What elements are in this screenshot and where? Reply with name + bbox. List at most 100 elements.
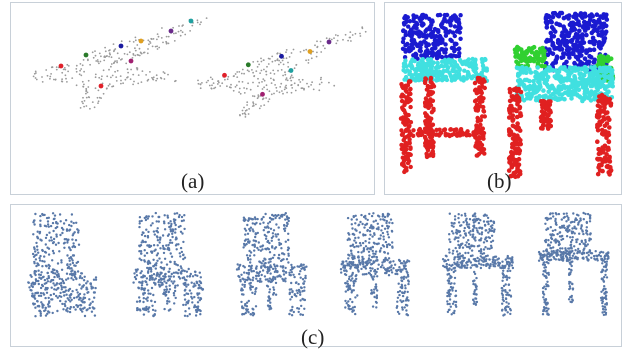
morph-seat-point: [37, 282, 40, 286]
morph-seat-point: [255, 267, 258, 270]
morph-seat-point: [266, 266, 269, 269]
morph-leg-point: [34, 306, 37, 309]
sparse-point: [312, 88, 315, 91]
morph-back-point: [70, 270, 73, 273]
morph-seat-point: [39, 273, 42, 277]
sparse-point: [274, 59, 277, 62]
morph-leg-point: [187, 307, 191, 310]
morph-leg-point: [187, 299, 190, 302]
morph-back-point: [278, 243, 281, 247]
morph-back-point: [179, 255, 182, 258]
morph-back-point: [253, 254, 256, 257]
morph-seat-point: [177, 268, 180, 272]
morph-back-point: [140, 258, 143, 262]
sparse-point: [75, 70, 78, 73]
morph-back-point: [73, 245, 77, 249]
chair-leg-point: [513, 147, 518, 152]
morph-seat-point: [28, 286, 31, 289]
morph-seat-point: [282, 269, 285, 272]
sparse-point: [149, 71, 151, 73]
chair-leg-point: [481, 104, 486, 110]
sparse-point: [252, 101, 255, 104]
chair-back-point: [410, 41, 415, 46]
morph-back-point: [173, 260, 176, 264]
sparse-point: [92, 56, 95, 59]
sparse-point: [266, 88, 269, 91]
morph-back-point: [40, 271, 43, 274]
panel-a: (a): [10, 2, 375, 195]
morph-back-point: [67, 246, 71, 249]
morph-leg-point: [44, 314, 48, 317]
chair-seat-point: [580, 98, 585, 104]
morph-back-point: [249, 258, 252, 261]
sparse-point: [241, 109, 244, 112]
morph-back-point: [64, 219, 68, 222]
chair-leg-point: [442, 127, 448, 132]
morph-leg-point: [290, 314, 294, 317]
morph-leg-point: [183, 289, 187, 292]
sparse-point: [295, 64, 298, 66]
morph-back-point: [254, 232, 257, 235]
sparse-point: [111, 74, 114, 77]
sparse-point: [181, 31, 184, 34]
chair-back-point: [454, 29, 460, 34]
morph-seat-point: [83, 275, 86, 278]
sparse-point: [85, 105, 88, 107]
morph-back-point: [176, 264, 179, 267]
morph-back-point: [178, 252, 181, 255]
morph-leg-point: [74, 308, 77, 311]
morph-leg-point: [291, 305, 294, 309]
sparse-point: [258, 107, 261, 110]
chair-leg-point: [482, 114, 487, 119]
chair-back-point: [418, 48, 423, 54]
chair-leg-point: [443, 131, 448, 136]
morph-leg-point: [186, 314, 189, 318]
chair-back-point: [561, 15, 567, 21]
morph-seat-point: [243, 280, 247, 284]
chair-back-point: [427, 25, 432, 30]
sparse-point: [126, 68, 129, 71]
sparse-point: [104, 46, 106, 49]
morph-back-point: [281, 252, 285, 255]
sparse-point: [177, 30, 180, 33]
morph-back-point: [265, 235, 268, 238]
morph-back-point: [247, 258, 250, 261]
sparse-point: [245, 87, 248, 90]
morph-back-point: [257, 241, 260, 244]
chair-seat-point: [595, 80, 601, 86]
chair-leg-point: [399, 128, 404, 133]
chair-armrest-point: [524, 59, 529, 64]
chair-back-point: [557, 22, 563, 28]
morph-back-point: [39, 214, 42, 218]
morph-leg-point: [293, 293, 296, 296]
morph-back-point: [254, 239, 257, 243]
chair-leg-point: [607, 125, 612, 130]
chair-seat-point: [479, 57, 485, 62]
chair-seat-point: [559, 65, 564, 70]
sparse-point: [138, 47, 141, 50]
sparse-point: [262, 59, 265, 61]
sparse-point: [151, 45, 154, 48]
morph-back-point: [32, 221, 35, 224]
chair-seat-point: [569, 84, 574, 90]
morph-seat-point: [55, 282, 59, 285]
chair-leg-point: [411, 128, 416, 133]
keypoint-marker: [222, 72, 227, 78]
sparse-point: [81, 100, 83, 103]
sparse-point: [349, 31, 352, 33]
sparse-point: [184, 33, 187, 36]
morph-back-point: [153, 249, 156, 252]
morph-back-point: [41, 212, 44, 216]
morph-seat-point: [158, 273, 161, 277]
sparse-point: [232, 75, 235, 78]
sparse-point: [315, 55, 318, 58]
morph-back-point: [50, 239, 53, 242]
sparse-point: [81, 80, 84, 83]
morph-back-point: [43, 213, 46, 217]
morph-seat-point: [157, 283, 161, 286]
sparse-point: [262, 78, 265, 80]
morph-seat-point: [176, 272, 180, 275]
chair-back-point: [589, 30, 595, 36]
morph-seat-point: [76, 291, 79, 294]
morph-seat-point: [198, 280, 201, 283]
